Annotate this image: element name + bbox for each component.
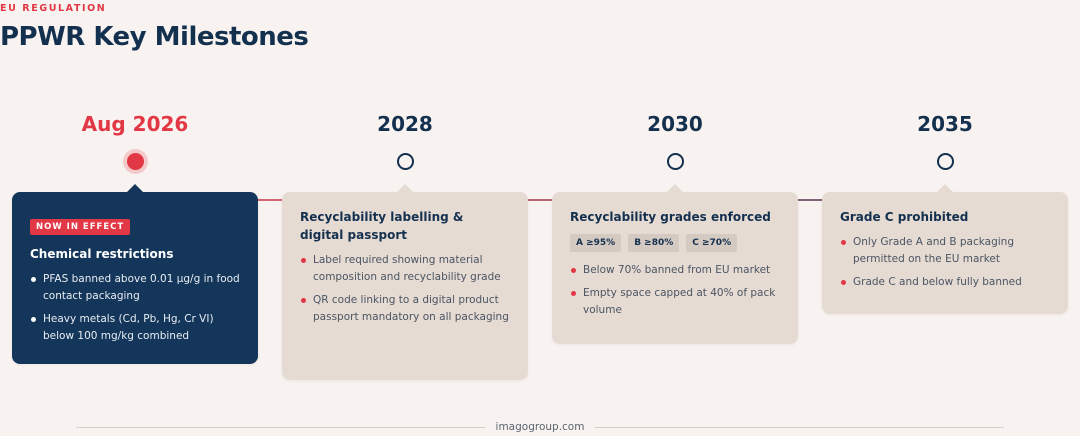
milestone-2028: 2028 Recyclability labelling & digital p… [282,110,528,380]
timeline-dot-icon [936,153,954,170]
grade-chip-c: C ≥70% [686,234,738,252]
milestone-bullet-list: PFAS banned above 0.01 µg/g in food cont… [30,271,240,345]
milestone-2030: 2030 Recyclability grades enforced A ≥95… [552,110,798,344]
milestone-marker-wrap [822,138,1068,178]
timeline-dot-icon [396,153,414,170]
grade-chip-a: A ≥95% [570,234,622,252]
milestone-card-title: Recyclability grades enforced [570,210,771,224]
list-item: Empty space capped at 40% of pack volume [570,285,780,319]
timeline-line [30,199,1040,201]
milestone-card-title: Chemical restrictions [30,247,174,261]
milestone-aug-2026: Aug 2026 NOW IN EFFECT Chemical restrict… [12,110,258,364]
eyebrow-label: EU REGULATION [0,3,107,14]
milestone-bullet-list: Only Grade A and B packaging permitted o… [840,234,1050,291]
timeline-dot-icon [666,153,684,170]
milestone-marker-wrap [282,138,528,178]
milestone-card: NOW IN EFFECT Chemical restrictions PFAS… [12,184,258,364]
milestone-year: Aug 2026 [81,112,189,136]
grade-chip-b: B ≥80% [628,234,680,252]
list-item: Only Grade A and B packaging permitted o… [840,234,1050,268]
milestone-2035: 2035 Grade C prohibited Only Grade A and… [822,110,1068,314]
milestone-card: Recyclability labelling & digital passpo… [282,184,528,380]
footer-brand-link[interactable]: imagogroup.com [495,421,585,433]
list-item: PFAS banned above 0.01 µg/g in food cont… [30,271,240,305]
footer-divider [75,426,486,428]
list-item: Below 70% banned from EU market [570,262,780,279]
milestone-year: 2035 [917,112,973,136]
grade-chip-row: A ≥95% B ≥80% C ≥70% [570,234,780,252]
page-title: PPWR Key Milestones [0,22,309,52]
list-item: Heavy metals (Cd, Pb, Hg, Cr VI) below 1… [30,311,240,345]
milestone-year: 2028 [377,112,433,136]
milestone-card-title: Recyclability labelling & digital passpo… [300,210,464,242]
milestone-marker-wrap [12,138,258,178]
list-item: Grade C and below fully banned [840,274,1050,291]
milestone-marker-wrap [552,138,798,178]
milestone-card: Grade C prohibited Only Grade A and B pa… [822,184,1068,314]
footer-divider [594,426,1005,428]
milestone-bullet-list: Label required showing material composit… [300,252,510,326]
footer: imagogroup.com [0,420,1080,434]
milestone-card: Recyclability grades enforced A ≥95% B ≥… [552,184,798,344]
list-item: Label required showing material composit… [300,252,510,286]
milestone-card-title: Grade C prohibited [840,210,969,224]
milestone-bullet-list: Below 70% banned from EU market Empty sp… [570,262,780,319]
list-item: QR code linking to a digital product pas… [300,292,510,326]
status-badge: NOW IN EFFECT [30,219,131,235]
timeline-dot-active-icon [126,153,144,170]
milestone-year: 2030 [647,112,703,136]
